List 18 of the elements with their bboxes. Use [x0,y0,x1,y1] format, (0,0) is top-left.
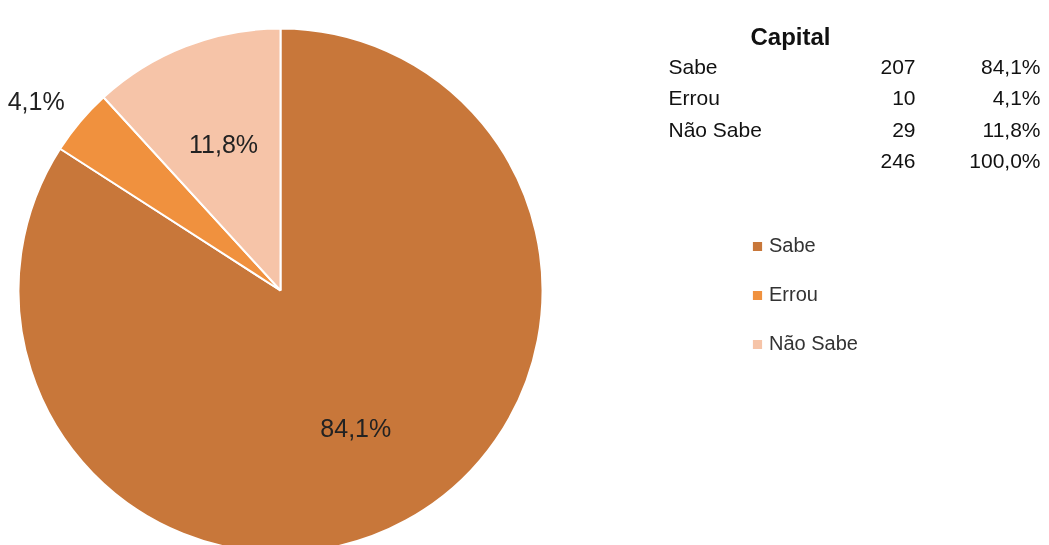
legend-label: Sabe [769,234,816,257]
text: 11,8% [982,118,1041,141]
text: 84,1% [980,55,1041,78]
legend-label: Errou [769,283,818,306]
data-label: 84,1% [320,414,392,443]
legend-label: Não Sabe [769,332,858,355]
text: 246 [880,148,916,172]
category-label: Errou [668,86,720,109]
text: 100,0% [969,149,1041,172]
data-label: 11,8% [189,129,259,158]
text: 29 [892,117,916,141]
slice-label: Sabe [668,55,718,78]
text: 10 [892,85,916,109]
text: 4,1% [992,86,1041,109]
text: 207 [880,54,916,78]
data-label: 4,1% [7,87,65,116]
category-label: Não Sabe [668,118,762,141]
chart-title: Capital [750,23,831,50]
